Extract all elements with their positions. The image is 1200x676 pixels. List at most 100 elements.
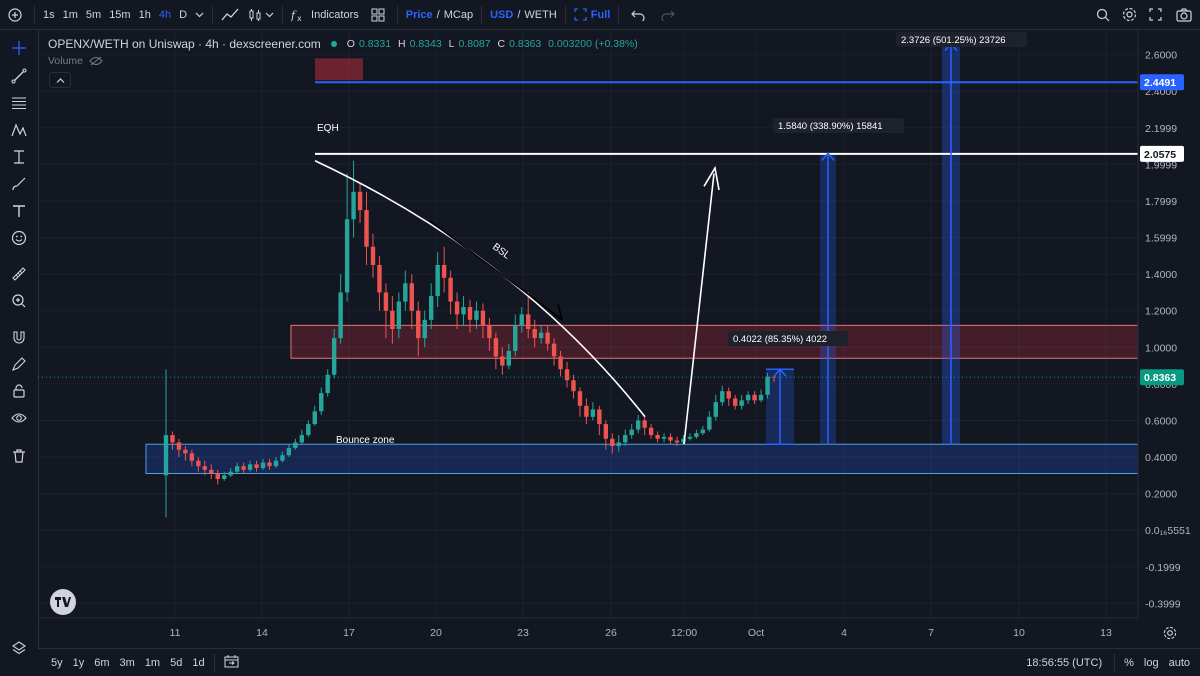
measure-large-label-bg <box>896 32 1027 47</box>
eye-off-icon[interactable] <box>89 56 103 66</box>
indicators-label: Indicators <box>311 8 359 21</box>
time-tick-label: Oct <box>748 627 764 639</box>
utc-clock[interactable]: 18:56:55 (UTC) <box>1026 656 1103 669</box>
fib-tool[interactable] <box>9 93 29 113</box>
chart-settings-button[interactable] <box>1163 626 1179 642</box>
chevron-down-icon <box>265 12 274 18</box>
range-5d[interactable]: 5d <box>170 656 183 669</box>
settings-button[interactable] <box>1116 0 1143 29</box>
interval-5m[interactable]: 5m <box>85 8 102 21</box>
chart-zones <box>145 43 1141 475</box>
brush-icon <box>12 177 26 191</box>
percent-scale-toggle[interactable]: % <box>1124 656 1134 669</box>
range-5y[interactable]: 5y <box>51 656 63 669</box>
bounce-zone-label: Bounce zone <box>336 435 395 446</box>
brush-tool[interactable] <box>9 174 29 194</box>
camera-icon <box>1176 7 1192 22</box>
magnet-tool[interactable] <box>9 327 29 347</box>
snapshot-button[interactable] <box>1168 0 1200 29</box>
log-scale-toggle[interactable]: log <box>1143 656 1159 669</box>
candle-body <box>713 402 718 417</box>
measure-large-label: 2.3726 (501.25%) 23726 <box>901 35 1006 46</box>
fullscreen-icon <box>574 8 587 21</box>
candle-body <box>551 343 557 357</box>
candle-body <box>312 411 317 425</box>
lock-drawings-tool[interactable] <box>9 381 29 401</box>
fullscreen-toggle-button[interactable] <box>1143 0 1168 29</box>
lock-icon <box>13 384 25 398</box>
stay-drawing-tool[interactable] <box>9 354 29 374</box>
chart-type-line-button[interactable] <box>217 0 243 29</box>
fullscreen-button[interactable]: Full <box>570 0 615 29</box>
interval-1s[interactable]: 1s <box>43 8 55 21</box>
range-1d[interactable]: 1d <box>192 656 205 669</box>
candle-body <box>545 332 550 344</box>
candle-body <box>196 460 201 467</box>
goto-date-button[interactable] <box>219 654 244 671</box>
candle-body <box>319 393 324 412</box>
range-1y[interactable]: 1y <box>72 656 85 669</box>
candle-body <box>745 394 751 401</box>
candle-body <box>487 325 492 339</box>
chart-type-candles-button[interactable] <box>243 0 278 29</box>
price-badge <box>1140 74 1184 91</box>
add-symbol-button[interactable] <box>0 0 30 29</box>
interval-1m[interactable]: 1m <box>62 8 78 21</box>
object-tree-button[interactable] <box>9 638 29 658</box>
candle-body <box>338 292 343 339</box>
layouts-button[interactable] <box>363 0 393 29</box>
candle-body <box>493 338 499 357</box>
candle-body <box>163 435 169 476</box>
candle-body <box>480 310 486 326</box>
measure-arrowhead <box>821 152 835 161</box>
interval-15m[interactable]: 15m <box>109 8 131 21</box>
tradingview-logo[interactable] <box>50 589 76 615</box>
interval-1h[interactable]: 1h <box>138 8 151 21</box>
plus-circle-icon <box>8 7 22 22</box>
trendline-tool[interactable] <box>9 66 29 86</box>
price-mcap-toggle[interactable]: Price / MCap <box>402 0 477 29</box>
candle-body <box>351 191 356 220</box>
undo-button[interactable] <box>623 0 653 29</box>
toolbar-divider <box>481 5 483 24</box>
prediction-tool[interactable] <box>9 147 29 167</box>
candle-body <box>344 219 350 293</box>
range-3m[interactable]: 3m <box>119 656 135 669</box>
text-tool[interactable] <box>9 201 29 221</box>
measure-small-label: 0.4022 (85.35%) 4022 <box>733 334 827 345</box>
symbol-title[interactable]: OPENX/WETH on Uniswap · 4h · dexscreener… <box>48 37 321 51</box>
candles-icon <box>249 8 261 21</box>
range-6m[interactable]: 6m <box>94 656 110 669</box>
candle-body <box>584 405 589 417</box>
candle-body <box>254 464 259 469</box>
currency-toggle[interactable]: USD / WETH <box>486 0 561 29</box>
remove-drawings-tool[interactable] <box>9 446 29 466</box>
price-badge <box>1140 369 1184 386</box>
icon-tool[interactable] <box>9 228 29 248</box>
candle-body <box>306 424 311 436</box>
redo-button[interactable] <box>653 0 683 29</box>
interval-d[interactable]: D <box>179 8 188 21</box>
price-chart[interactable]: EQH BSL Bounce zone 0.4022 (85.35%) 4022 1.5… <box>38 30 1200 648</box>
measure-tool[interactable] <box>9 264 29 284</box>
interval-4h[interactable]: 4h <box>158 8 172 21</box>
candle-body <box>629 429 634 436</box>
quick-search-button[interactable] <box>1090 0 1116 29</box>
candle-body <box>260 462 266 469</box>
auto-scale-toggle[interactable]: auto <box>1168 656 1190 669</box>
eqh-label: EQH <box>317 123 339 134</box>
hide-drawings-tool[interactable] <box>9 408 29 428</box>
volume-legend: Volume <box>48 55 103 67</box>
crosshair-tool[interactable] <box>9 38 29 58</box>
high-label: H <box>397 38 406 50</box>
range-1m[interactable]: 1m <box>144 656 161 669</box>
toggle-separator: / <box>517 8 521 21</box>
pattern-tool[interactable] <box>9 120 29 140</box>
toolbar-divider <box>213 653 215 672</box>
collapse-legend-button[interactable] <box>49 72 71 88</box>
interval-dropdown-button[interactable] <box>191 0 208 29</box>
zoom-tool[interactable] <box>9 291 29 311</box>
price-tick-label: 1.2000 <box>1145 306 1177 318</box>
chart-legend: OPENX/WETH on Uniswap · 4h · dexscreener… <box>48 37 642 51</box>
